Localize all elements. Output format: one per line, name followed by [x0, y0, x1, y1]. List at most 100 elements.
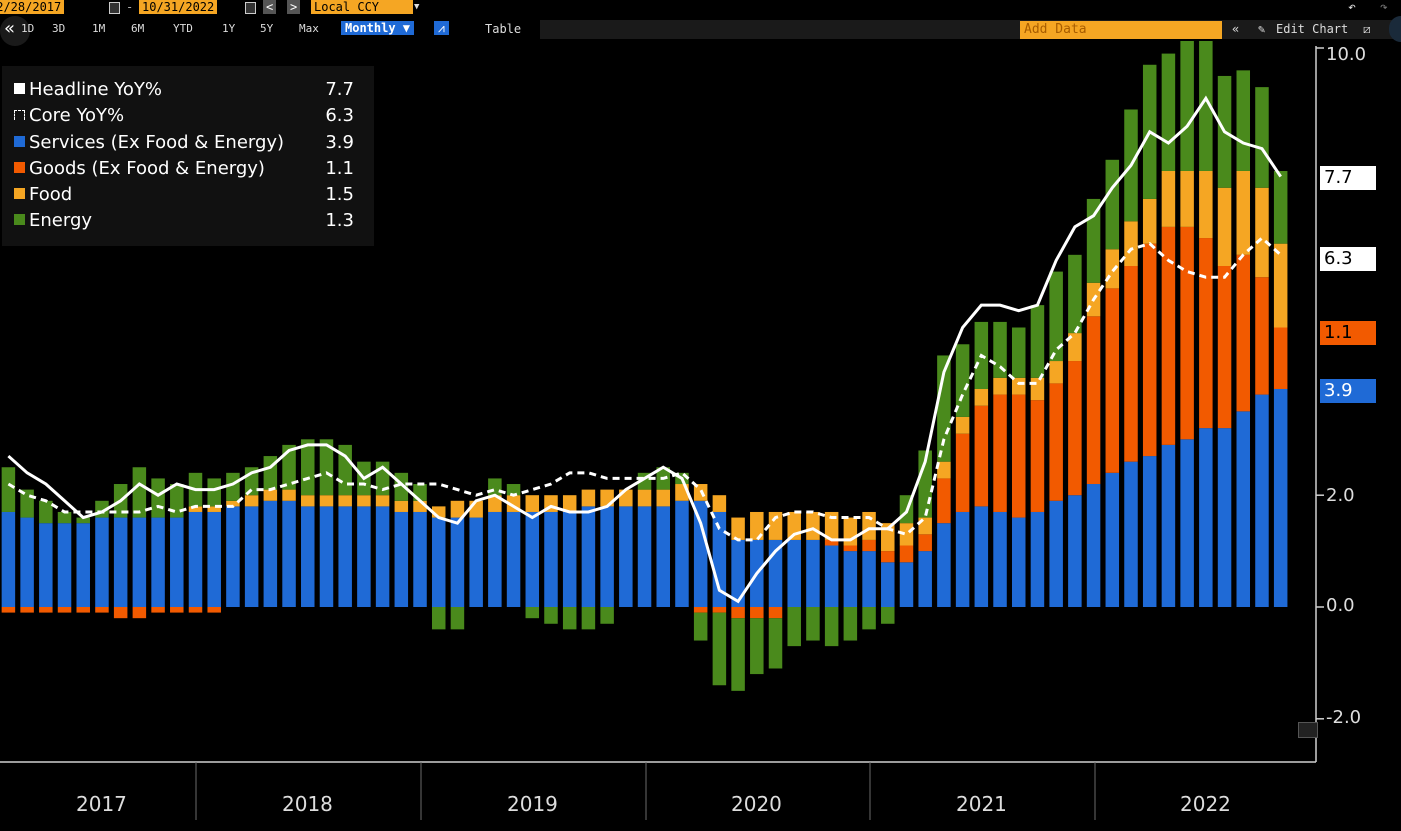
bar-food-2019-01	[431, 506, 446, 518]
side-panel-handle[interactable]	[1389, 16, 1401, 42]
bar-goods-2017-07	[95, 607, 109, 613]
bar-food-2018-07	[319, 495, 334, 507]
bar-food-2018-04	[263, 489, 278, 501]
bar-services-2021-06	[974, 506, 989, 607]
line-chart-icon[interactable]: ⩘	[434, 21, 449, 35]
bar-services-2021-10	[1049, 500, 1063, 607]
bar-energy-2021-07	[993, 321, 1007, 378]
bar-food-2018-10	[375, 495, 390, 507]
bar-goods-2021-03	[918, 534, 932, 552]
collapse-panel-button[interactable]: «	[0, 16, 30, 46]
start-calendar-icon[interactable]	[109, 2, 120, 14]
bar-food-2019-08	[562, 495, 577, 512]
bar-food-2022-04	[1161, 170, 1176, 227]
range-1d[interactable]: 1D	[21, 22, 35, 35]
bar-food-2019-09	[581, 489, 596, 507]
bar-services-2018-06	[301, 506, 315, 607]
bar-goods-2017-12	[188, 607, 203, 613]
bar-food-2022-10	[1273, 243, 1288, 328]
bar-goods-2022-10	[1273, 327, 1288, 389]
bar-services-2017-07	[95, 517, 109, 607]
legend-core[interactable]: Core YoY% 6.3	[14, 104, 364, 128]
bar-energy-2022-04	[1161, 53, 1176, 171]
edit-chart-button[interactable]: Edit Chart	[1276, 22, 1349, 36]
bar-food-2022-09	[1255, 187, 1269, 278]
bar-food-2019-04	[488, 495, 502, 512]
bar-services-2022-01	[1105, 472, 1120, 607]
collapse-right-icon[interactable]: «	[1232, 22, 1240, 36]
bar-energy-2019-06	[525, 607, 540, 619]
bar-goods-2017-11	[170, 607, 184, 613]
legend-goods[interactable]: Goods (Ex Food & Energy) 1.1	[14, 157, 364, 181]
legend-headline[interactable]: Headline YoY% 7.7	[14, 78, 364, 102]
bar-goods-2021-10	[1049, 383, 1063, 501]
bar-services-2021-01	[881, 562, 895, 607]
y-tick-2: 2.0	[1326, 485, 1355, 506]
legend-swatch	[14, 136, 25, 147]
undo-icon[interactable]: ↶	[1348, 0, 1356, 15]
bar-services-2020-01	[656, 506, 670, 607]
range-1y[interactable]: 1Y	[222, 22, 236, 35]
currency-select[interactable]: Local CCY	[311, 0, 413, 14]
bar-food-2018-12	[413, 500, 427, 512]
start-date-field[interactable]: 02/28/2017	[0, 0, 65, 14]
bar-services-2022-07	[1217, 428, 1232, 607]
bar-goods-2021-11	[1068, 361, 1082, 496]
bar-services-2018-02	[226, 506, 240, 607]
x-year-2021: 2021	[956, 792, 1007, 816]
bar-goods-2020-05	[731, 607, 745, 619]
chart-settings-icon[interactable]: ⧄	[1363, 22, 1371, 36]
bar-energy-2020-11	[843, 607, 858, 641]
bar-energy-2018-02	[226, 472, 240, 501]
bar-goods-2022-08	[1236, 254, 1251, 412]
range-max[interactable]: Max	[299, 22, 319, 35]
bar-services-2021-09	[1030, 511, 1045, 607]
x-year-2019: 2019	[507, 792, 558, 816]
bar-services-2019-12	[637, 506, 652, 607]
currency-dropdown-icon[interactable]: ▼	[414, 2, 420, 12]
bar-energy-2017-05	[57, 511, 72, 524]
end-date-field[interactable]: 10/31/2022	[139, 0, 218, 14]
end-calendar-icon[interactable]	[245, 2, 256, 14]
range-ytd[interactable]: YTD	[173, 22, 193, 35]
bar-services-2019-07	[544, 511, 558, 607]
range-1m[interactable]: 1M	[92, 22, 106, 35]
bar-goods-2021-01	[881, 551, 895, 563]
range-3d[interactable]: 3D	[52, 22, 66, 35]
bar-goods-2021-02	[899, 545, 914, 563]
bar-goods-2020-11	[843, 545, 858, 552]
bar-services-2017-05	[57, 523, 72, 607]
bar-energy-2018-01	[207, 478, 221, 507]
range-6m[interactable]: 6M	[131, 22, 145, 35]
legend-energy[interactable]: Energy 1.3	[14, 209, 364, 233]
legend-swatch	[14, 188, 25, 199]
legend-services[interactable]: Services (Ex Food & Energy) 3.9	[14, 131, 364, 155]
prev-arrow-icon[interactable]: <	[263, 0, 277, 14]
bar-services-2018-10	[375, 506, 390, 607]
bar-services-2019-11	[619, 506, 633, 607]
frequency-select[interactable]: Monthly ▼	[341, 21, 415, 35]
redo-icon[interactable]: ↷	[1380, 0, 1388, 15]
bar-goods-2021-12	[1086, 316, 1101, 485]
bar-energy-2019-01	[431, 607, 446, 630]
bar-energy-2018-07	[319, 439, 334, 496]
bar-energy-2018-06	[301, 439, 315, 496]
bar-goods-2021-06	[974, 405, 989, 507]
bar-energy-2019-05	[506, 484, 521, 496]
bar-energy-2022-09	[1255, 87, 1269, 188]
table-button[interactable]: Table	[485, 22, 522, 36]
chart-corner-icon[interactable]	[1298, 722, 1318, 738]
bar-energy-2017-06	[76, 517, 90, 524]
pencil-icon: ✎	[1258, 22, 1266, 36]
next-arrow-icon[interactable]: >	[287, 0, 301, 14]
bar-goods-2022-01	[1105, 288, 1120, 473]
legend-food[interactable]: Food 1.5	[14, 183, 364, 207]
bar-energy-2017-11	[170, 484, 184, 518]
bar-energy-2020-10	[824, 607, 839, 647]
add-data-input[interactable]: Add Data	[1020, 21, 1222, 39]
bar-food-2018-09	[357, 495, 371, 507]
bar-goods-2022-09	[1255, 277, 1269, 395]
range-5y[interactable]: 5Y	[260, 22, 274, 35]
bar-services-2020-11	[843, 551, 858, 607]
bar-goods-2020-03	[693, 607, 708, 613]
